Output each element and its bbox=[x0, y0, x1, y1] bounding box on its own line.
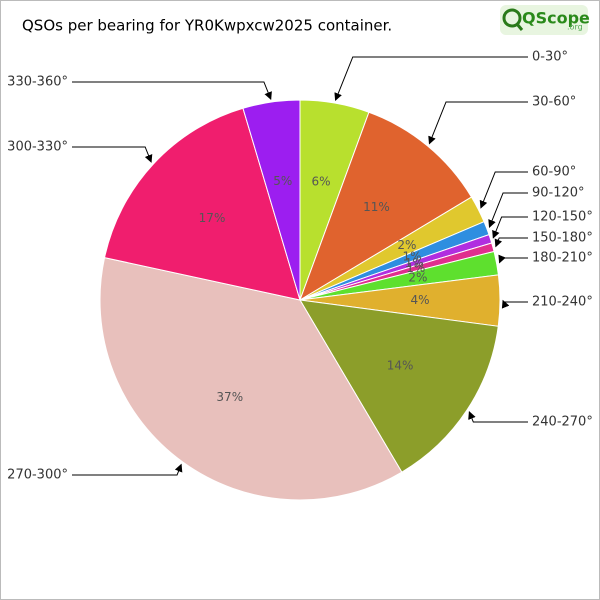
leader-line bbox=[468, 411, 528, 423]
leader-line bbox=[428, 101, 528, 145]
logo-bg bbox=[500, 5, 588, 35]
pie-slice bbox=[299, 299, 499, 473]
leader-line bbox=[501, 299, 528, 309]
leader-line bbox=[72, 81, 272, 101]
leader-line bbox=[488, 192, 528, 228]
leader-line bbox=[498, 254, 528, 264]
leader-line bbox=[72, 463, 183, 476]
pie-slice bbox=[99, 257, 403, 501]
logo-suffix: .org bbox=[567, 23, 583, 32]
pie-slice bbox=[299, 111, 473, 302]
legend-label: 30-60° bbox=[532, 95, 576, 110]
logo-text: QScope bbox=[522, 9, 590, 28]
legend-label: 180-210° bbox=[532, 251, 593, 266]
legend-label: 330-360° bbox=[7, 75, 68, 90]
value-label: 11% bbox=[363, 200, 390, 214]
pie-slice bbox=[103, 107, 301, 301]
legend-label: 60-90° bbox=[532, 165, 576, 180]
legend-label: 0-30° bbox=[532, 50, 568, 65]
value-label: 6% bbox=[311, 174, 330, 188]
leader-line bbox=[494, 237, 528, 248]
logo-icon bbox=[515, 23, 524, 31]
value-label: 2% bbox=[397, 238, 416, 252]
value-label: 5% bbox=[273, 174, 292, 188]
legend-label: 300-330° bbox=[7, 140, 68, 155]
legend-label: 270-300° bbox=[7, 468, 68, 483]
logo: QScope .org bbox=[500, 5, 590, 35]
value-label: 37% bbox=[216, 390, 243, 404]
value-label: 4% bbox=[410, 293, 429, 307]
logo-icon bbox=[502, 8, 522, 28]
chart-title: QSOs per bearing for YR0Kwpxcw2025 conta… bbox=[22, 17, 392, 35]
value-label: 1% bbox=[405, 256, 424, 270]
value-label: 1% bbox=[406, 261, 425, 275]
leader-line bbox=[72, 146, 153, 163]
value-label: 14% bbox=[387, 359, 414, 373]
pie-slice bbox=[242, 99, 301, 301]
legend-label: 90-120° bbox=[532, 186, 585, 201]
legend-label: 120-150° bbox=[532, 210, 593, 225]
leader-line bbox=[492, 216, 528, 239]
leader-line bbox=[479, 171, 528, 209]
value-label: 1% bbox=[402, 249, 421, 263]
legend-label: 150-180° bbox=[532, 231, 593, 246]
value-label: 2% bbox=[408, 270, 427, 284]
leader-line bbox=[334, 56, 528, 102]
legend-label: 210-240° bbox=[532, 295, 593, 310]
legend-label: 240-270° bbox=[532, 415, 593, 430]
value-label: 17% bbox=[199, 211, 226, 225]
